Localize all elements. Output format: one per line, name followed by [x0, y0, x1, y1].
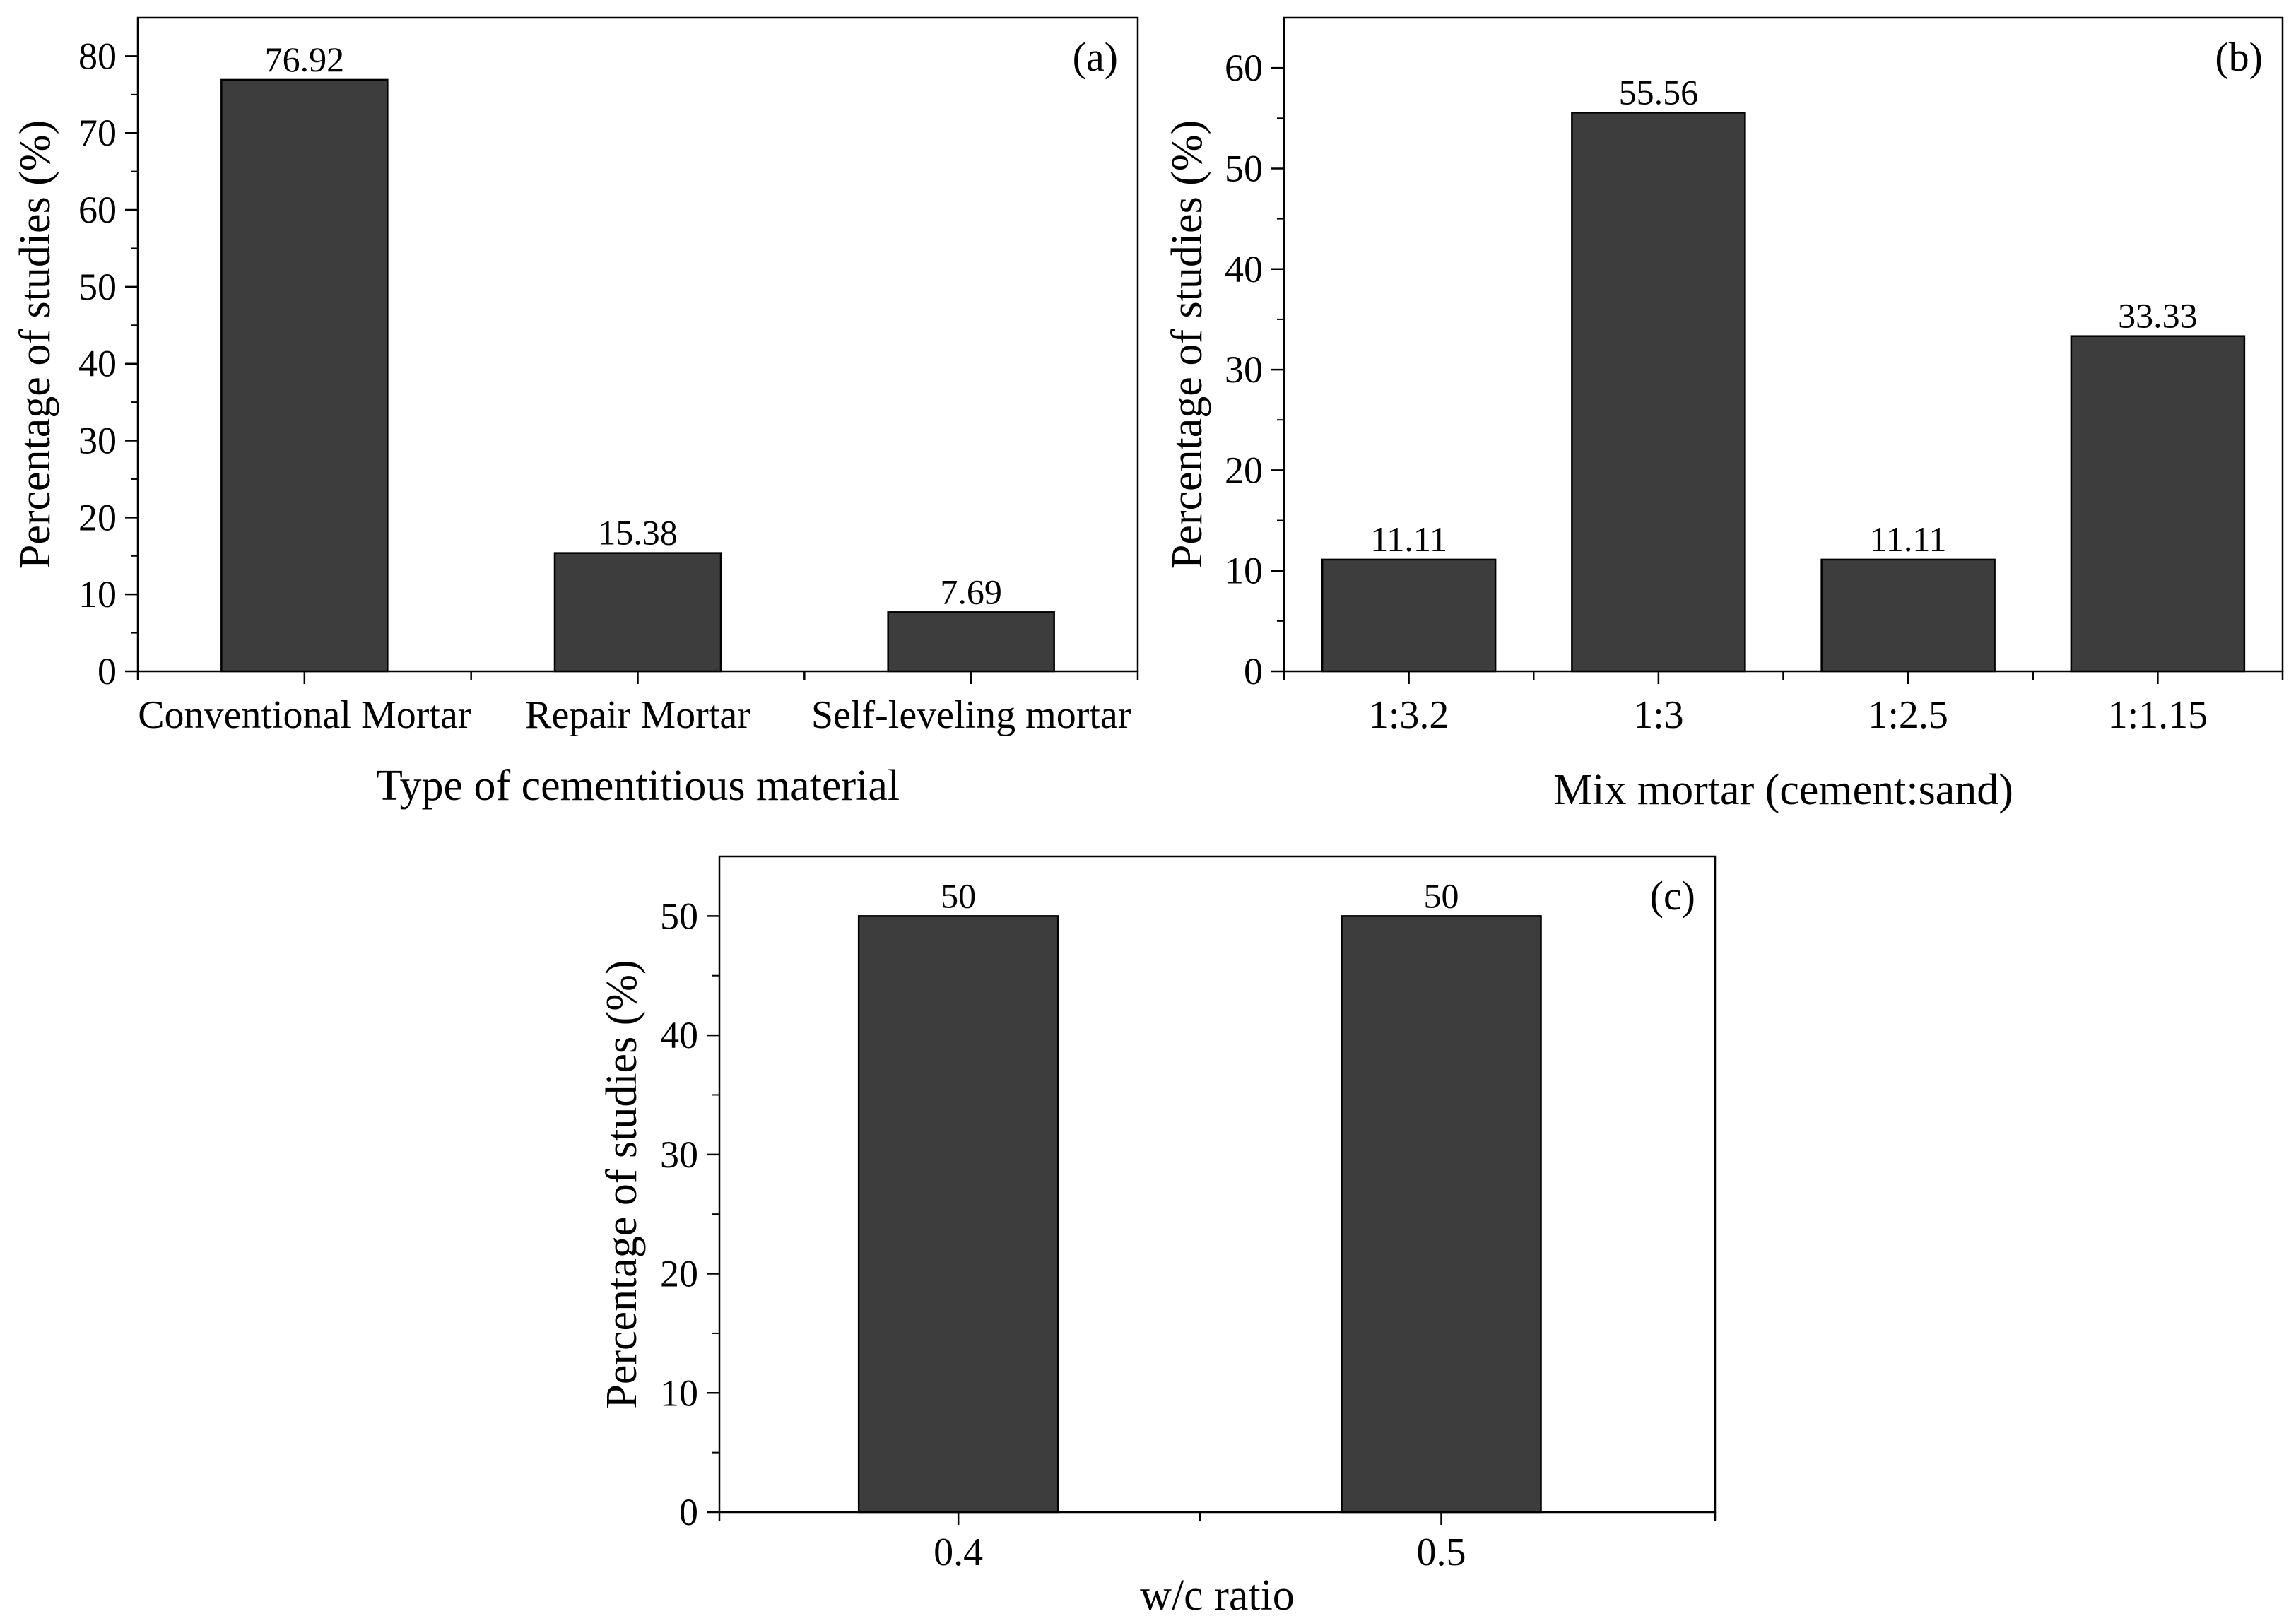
- bar: [887, 611, 1055, 673]
- bar: [2070, 335, 2246, 673]
- y-tick-label: 30: [660, 1133, 698, 1176]
- bar-value-label: 50: [1424, 876, 1459, 915]
- y-tick-label: 20: [1225, 449, 1263, 491]
- panel-label: (b): [2215, 34, 2263, 80]
- bar: [1820, 558, 1996, 673]
- bar: [1341, 915, 1542, 1514]
- bar-value-label: 7.69: [940, 572, 1002, 611]
- y-axis-title: Percentage of studies (%): [598, 960, 646, 1408]
- y-tick-label: 40: [1225, 248, 1263, 290]
- x-axis-title: w/c ratio: [1140, 1572, 1295, 1620]
- bar-value-label: 11.11: [1870, 519, 1947, 559]
- y-tick-label: 60: [1225, 47, 1263, 89]
- bar: [220, 78, 389, 673]
- y-tick-label: 60: [78, 189, 117, 231]
- y-tick-label: 40: [78, 343, 117, 385]
- y-tick-label: 20: [78, 496, 117, 538]
- bar: [553, 552, 722, 673]
- panel-label: (a): [1073, 34, 1118, 80]
- bar-value-label: 33.33: [2118, 296, 2198, 336]
- bar-value-label: 11.11: [1370, 519, 1447, 559]
- x-axis-title: Mix mortar (cement:sand): [1553, 766, 2013, 814]
- y-tick-label: 40: [660, 1014, 698, 1056]
- x-tick-label: Repair Mortar: [525, 693, 750, 737]
- y-tick-label: 10: [660, 1372, 698, 1414]
- y-axis-title: Percentage of studies (%): [1163, 120, 1211, 569]
- x-axis-title: Type of cementitious material: [376, 762, 900, 810]
- x-tick-label: 1:1.15: [2108, 693, 2208, 737]
- x-tick-label: 1:2.5: [1868, 693, 1948, 737]
- y-tick-label: 80: [78, 35, 117, 77]
- panel-c: 0 10 20 30 40 50 50 0.4 50 0.5 (c) w/c ratio Percent…: [598, 855, 1717, 1620]
- bar-value-label: 76.92: [265, 40, 345, 79]
- y-tick-label: 70: [78, 112, 117, 154]
- y-tick-label: 0: [679, 1491, 698, 1533]
- x-tick-label: 0.5: [1417, 1531, 1466, 1574]
- y-tick-label: 50: [1225, 147, 1263, 189]
- bar-value-label: 15.38: [598, 513, 678, 553]
- y-tick-label: 50: [660, 895, 698, 937]
- y-tick-label: 30: [78, 420, 117, 462]
- bar-value-label: 55.56: [1619, 72, 1699, 112]
- bar: [857, 915, 1059, 1514]
- plot-frame: [718, 855, 1717, 1514]
- y-tick-label: 0: [98, 650, 117, 692]
- bar: [1571, 112, 1746, 673]
- y-axis-title: Percentage of studies (%): [11, 120, 59, 569]
- y-tick-label: 10: [78, 573, 117, 615]
- bar-value-label: 50: [941, 876, 976, 915]
- y-tick-label: 50: [78, 266, 117, 308]
- y-tick-label: 30: [1225, 348, 1263, 391]
- bar: [1321, 558, 1497, 673]
- x-tick-label: 0.4: [934, 1531, 983, 1574]
- x-tick-label: Conventional Mortar: [138, 693, 471, 737]
- y-tick-label: 10: [1225, 550, 1263, 592]
- panel-b: 0 10 20 30 40 50 60 11.11 1:3.2 55.56 1:3 11.11 1:2.…: [1163, 16, 2284, 814]
- x-tick-label: 1:3.2: [1369, 693, 1449, 737]
- x-tick-label: 1:3: [1633, 693, 1684, 737]
- panel-a: 0 10 20 30 40 50 60 70 80 76.92 Conventional Morta…: [11, 16, 1139, 810]
- panel-label: (c): [1650, 873, 1695, 919]
- y-tick-label: 20: [660, 1253, 698, 1295]
- x-tick-label: Self-leveling mortar: [811, 693, 1131, 737]
- y-tick-label: 0: [1244, 650, 1263, 692]
